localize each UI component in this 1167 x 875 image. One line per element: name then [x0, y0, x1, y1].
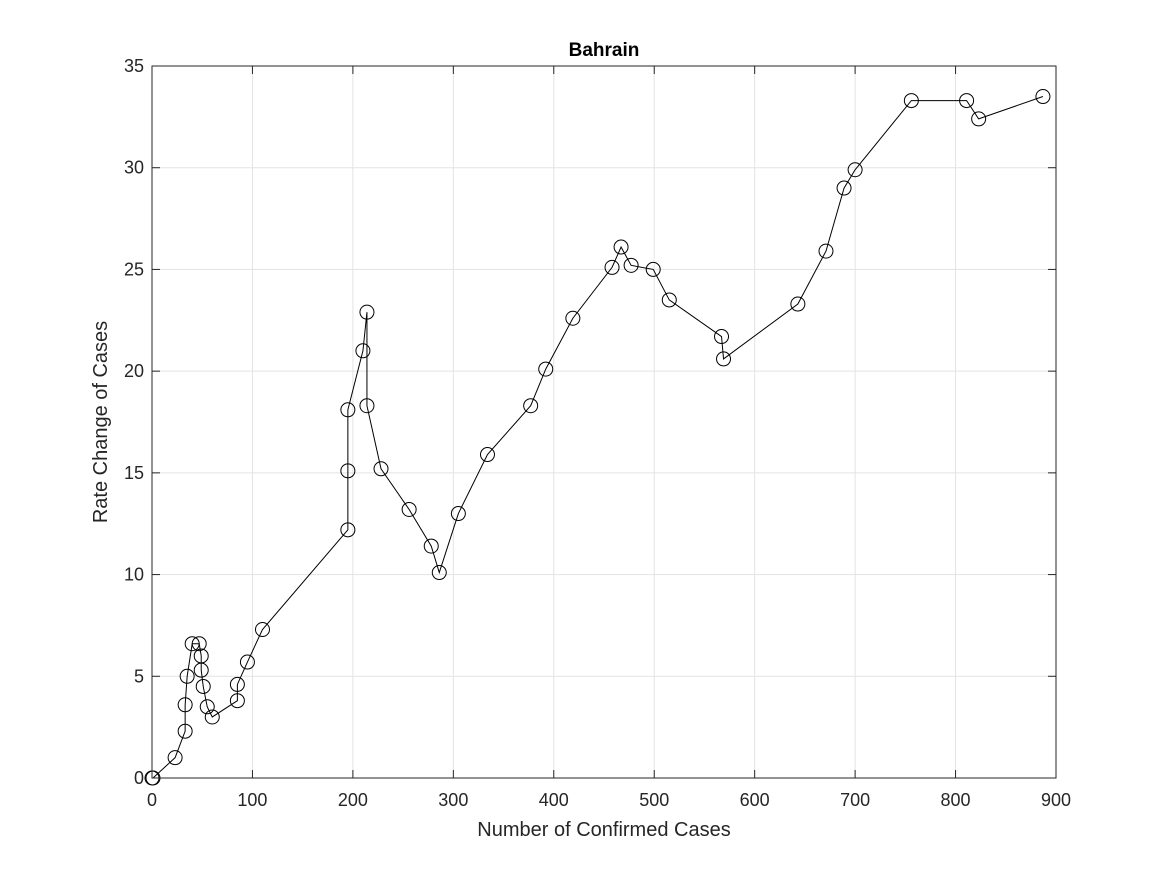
data-point	[790, 296, 806, 312]
data-point	[359, 398, 375, 414]
data-point	[195, 678, 211, 694]
series-line	[152, 96, 1044, 779]
y-tick-label: 30	[124, 158, 144, 178]
data-point	[229, 693, 245, 709]
data-point	[340, 402, 356, 418]
series-layer	[144, 89, 1051, 786]
data-point	[179, 668, 195, 684]
y-tick-label: 20	[124, 361, 144, 381]
data-point	[340, 463, 356, 479]
x-tick-label: 200	[338, 790, 368, 810]
data-point	[199, 699, 215, 715]
data-point	[229, 676, 245, 692]
data-point	[971, 111, 987, 127]
x-tick-label: 800	[941, 790, 971, 810]
data-point	[716, 351, 732, 367]
data-point	[373, 461, 389, 477]
tick-labels: 0 100 200 300 400 500 600 700 800 900 0 5 10 15 20 25 30…	[124, 56, 1071, 810]
ticks	[151, 65, 1057, 779]
plot-area	[152, 66, 1056, 778]
axes-box	[151, 65, 1057, 779]
data-point	[423, 538, 439, 554]
x-tick-label: 900	[1041, 790, 1071, 810]
data-point	[623, 257, 639, 273]
x-tick-label: 300	[438, 790, 468, 810]
data-point	[818, 243, 834, 259]
data-point	[538, 361, 554, 377]
x-tick-label: 700	[840, 790, 870, 810]
data-point	[523, 398, 539, 414]
x-tick-label: 100	[237, 790, 267, 810]
data-point	[355, 343, 371, 359]
y-tick-label: 10	[124, 565, 144, 585]
data-point	[204, 709, 220, 725]
data-point	[340, 522, 356, 538]
data-point	[565, 310, 581, 326]
x-tick-label: 600	[740, 790, 770, 810]
y-tick-label: 35	[124, 56, 144, 76]
data-point	[847, 162, 863, 178]
data-point	[836, 180, 852, 196]
data-point	[359, 304, 375, 320]
y-tick-label: 25	[124, 259, 144, 279]
data-point	[613, 239, 629, 255]
data-point	[604, 259, 620, 275]
data-point	[193, 662, 209, 678]
data-point	[254, 621, 270, 637]
y-tick-label: 15	[124, 463, 144, 483]
y-tick-label: 5	[134, 666, 144, 686]
data-point	[645, 261, 661, 277]
data-point	[479, 447, 495, 463]
y-tick-label: 0	[134, 768, 144, 788]
x-tick-label: 400	[539, 790, 569, 810]
data-point	[661, 292, 677, 308]
data-point	[239, 654, 255, 670]
data-point	[959, 93, 975, 109]
x-tick-label: 500	[639, 790, 669, 810]
data-point	[167, 750, 183, 766]
chart-title: Bahrain	[569, 40, 640, 61]
x-axis-label: Number of Confirmed Cases	[477, 819, 730, 841]
data-point	[1035, 89, 1051, 105]
data-point	[450, 506, 466, 522]
data-point	[177, 723, 193, 739]
data-point	[431, 565, 447, 581]
data-point	[401, 501, 417, 517]
data-point	[714, 329, 730, 345]
x-tick-label: 0	[147, 790, 157, 810]
data-point	[903, 93, 919, 109]
data-point	[177, 697, 193, 713]
y-axis-label: Rate Change of Cases	[90, 321, 112, 523]
data-point	[191, 636, 207, 652]
data-point	[184, 636, 200, 652]
